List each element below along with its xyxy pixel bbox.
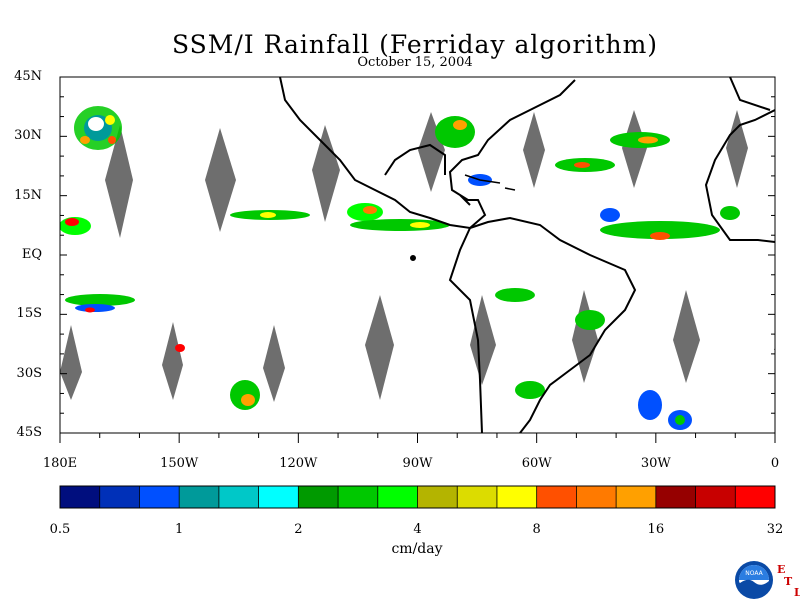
orbit-gap <box>162 322 183 400</box>
orbit-gap <box>312 125 340 222</box>
colorbar-units: cm/day <box>391 541 443 557</box>
colorbar-tick-label: 0.5 <box>49 522 71 537</box>
orbit-gap <box>263 325 285 402</box>
lon-label: 90W <box>402 456 433 471</box>
coastline-north-america <box>279 77 576 230</box>
coastline-caribbean <box>464 174 516 191</box>
orbit-gap <box>60 325 82 400</box>
colorbar-swatch <box>496 486 538 508</box>
lat-label: 15N <box>14 187 42 203</box>
orbit-gap <box>105 125 133 238</box>
colorbar-tick-label: 16 <box>647 522 665 537</box>
colorbar-tick-label: 4 <box>413 522 422 537</box>
etl-letter-t: T <box>784 575 793 588</box>
colorbar-swatch <box>655 486 697 508</box>
colorbar-tick-label: 32 <box>766 522 784 537</box>
coastline-south-america <box>448 216 637 433</box>
colorbar-tick-label: 1 <box>175 522 184 537</box>
colorbar-tick-label: 2 <box>294 522 303 537</box>
colorbar-swatch <box>60 486 101 508</box>
lat-label: 15S <box>16 306 42 322</box>
orbit-gap <box>726 110 748 188</box>
colorbar-swatch <box>576 486 617 508</box>
lon-label: 60W <box>521 456 552 471</box>
lon-label: 30W <box>640 456 671 471</box>
colorbar-swatch <box>338 486 379 508</box>
rain-patch-band <box>60 116 740 430</box>
orbit-gaps <box>60 110 748 402</box>
orbit-gap <box>205 128 236 232</box>
colorbar-swatch <box>616 486 657 508</box>
coastlines <box>279 77 775 433</box>
lon-label: 0 <box>770 456 780 471</box>
orbit-gap <box>673 290 700 383</box>
map-title: SSM/I Rainfall (Ferriday algorithm) <box>171 30 659 59</box>
colorbar-swatch <box>99 486 140 508</box>
colorbar-swatch <box>695 486 736 508</box>
noaa-logo: NOAA <box>735 561 773 599</box>
rain-patch-typhoon <box>74 106 122 150</box>
orbit-gap <box>470 295 496 385</box>
coastline-africa-europe <box>704 77 775 350</box>
colorbar <box>59 485 776 509</box>
etl-letter-l: L <box>794 586 800 599</box>
colorbar-swatch <box>179 486 220 508</box>
map-layers <box>60 77 775 433</box>
orbit-gap <box>622 110 647 188</box>
lat-label: EQ <box>21 247 42 262</box>
axis-ticks <box>59 76 776 443</box>
orbit-gap <box>523 112 545 188</box>
lat-label: 45N <box>14 69 42 84</box>
colorbar-swatch <box>377 486 418 508</box>
lat-label: 30S <box>16 365 42 381</box>
svg-text:NOAA: NOAA <box>745 570 763 577</box>
rain-patches <box>60 106 740 430</box>
lon-label: 150W <box>160 456 199 471</box>
colorbar-swatch <box>298 486 339 508</box>
colorbar-swatch <box>258 486 299 508</box>
colorbar-swatch <box>735 486 776 508</box>
colorbar-swatch <box>218 486 260 508</box>
lat-label: 45S <box>16 425 42 440</box>
colorbar-swatch <box>139 486 180 508</box>
etl-letter-e: E <box>777 563 786 576</box>
orbit-gap <box>572 290 598 383</box>
orbit-gap <box>365 295 394 400</box>
colorbar-swatch <box>536 486 577 508</box>
lat-label: 30N <box>14 128 42 144</box>
lon-label: 180E <box>42 456 78 471</box>
colorbar-swatch <box>457 486 498 508</box>
colorbar-swatch <box>417 486 458 508</box>
lon-label: 120W <box>279 456 318 471</box>
map-date: October 15, 2004 <box>357 55 473 70</box>
colorbar-tick-label: 8 <box>532 522 541 537</box>
